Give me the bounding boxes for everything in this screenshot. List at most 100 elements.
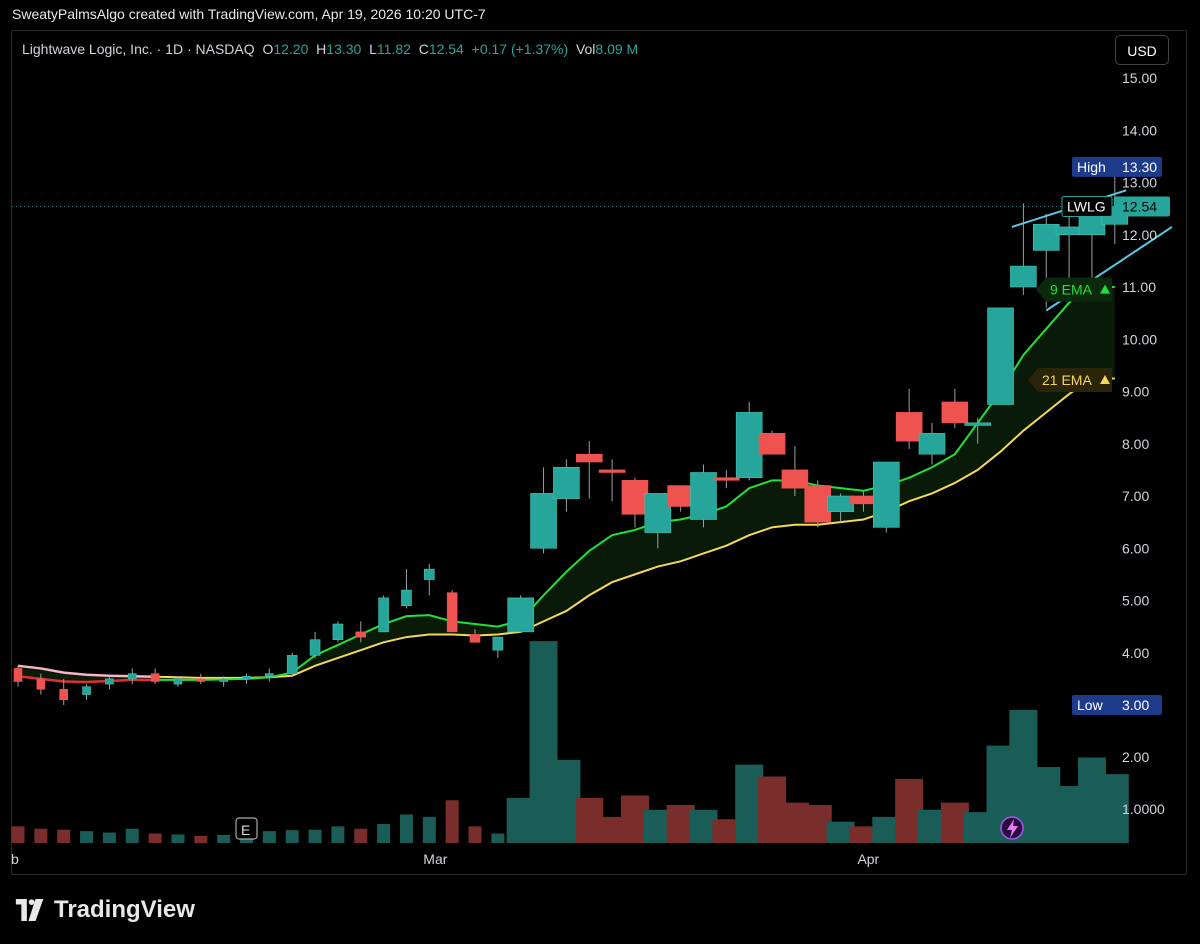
- candle-body: [82, 686, 91, 695]
- y-axis-tick-label: 13.00: [1122, 175, 1157, 191]
- candle-body: [872, 461, 900, 528]
- y-axis-tick-label: 6.00: [1122, 540, 1149, 556]
- candle-body: [196, 678, 206, 682]
- candle-body: [758, 432, 786, 455]
- candle-body: [690, 472, 717, 520]
- candle-body: [850, 495, 877, 505]
- legend-open: 12.20: [273, 41, 309, 57]
- x-axis-label: b: [11, 851, 19, 867]
- candle-body: [667, 485, 694, 507]
- y-axis-tick-label: 7.00: [1122, 488, 1149, 504]
- candle-body: [781, 469, 809, 489]
- chart-legend: Lightwave Logic, Inc. · 1D · NASDAQ O12.…: [22, 41, 638, 57]
- candle-body: [621, 480, 649, 515]
- ema21-line: [155, 377, 1115, 679]
- candle-body: [332, 623, 344, 640]
- candle-body: [446, 592, 458, 633]
- candle-body: [895, 412, 923, 442]
- brand-name: TradingView: [54, 896, 195, 923]
- candle-body: [941, 401, 969, 424]
- y-axis-tick-label: 2.00: [1122, 749, 1149, 765]
- tradingview-logo: TradingView: [14, 896, 195, 924]
- volume-bar: [171, 834, 185, 843]
- candle-body: [553, 466, 580, 499]
- volume-bar: [34, 828, 48, 843]
- ema9-badge-label: 9 EMA: [1050, 282, 1093, 298]
- y-axis-tick-label: 4.00: [1122, 645, 1149, 661]
- candle-body: [13, 668, 23, 682]
- candle-body: [401, 589, 412, 607]
- legend-close: 12.54: [428, 41, 464, 57]
- legend-change: +0.17 (+1.37%): [471, 41, 569, 57]
- candle-body: [242, 675, 251, 680]
- y-axis-tick-label: 8.00: [1122, 436, 1149, 452]
- volume-bar: [11, 826, 25, 843]
- volume-bar: [80, 831, 94, 843]
- candle-body: [150, 673, 160, 682]
- volume-bar: [285, 830, 299, 843]
- x-axis-label: Mar: [423, 851, 447, 867]
- volume-bar: [422, 816, 436, 843]
- volume-bar: [468, 826, 482, 843]
- chart-frame: [11, 30, 1187, 875]
- volume-bar: [354, 828, 368, 843]
- volume-bar: [849, 826, 878, 843]
- candle-body: [1032, 224, 1060, 251]
- candle-body: [987, 307, 1014, 405]
- volume-bar: [1100, 774, 1129, 843]
- volume-bar: [217, 834, 231, 843]
- candle-body: [469, 634, 481, 643]
- volume-bar: [377, 824, 391, 843]
- volume-bar: [102, 832, 116, 843]
- currency-button[interactable]: USD: [1115, 35, 1169, 65]
- y-axis-tick-label: 1.0000: [1122, 801, 1165, 817]
- volume-bar: [308, 829, 322, 843]
- volume-bar: [331, 826, 345, 843]
- candle-body: [575, 453, 603, 463]
- legend-high: 13.30: [326, 41, 362, 57]
- symbol-badge-label: LWLG: [1067, 199, 1106, 215]
- candle-body: [918, 432, 946, 455]
- candle-body: [173, 678, 183, 685]
- earnings-icon: [235, 817, 258, 840]
- candle-body: [827, 495, 854, 512]
- candle-body: [105, 678, 114, 685]
- volume-bar: [194, 835, 208, 843]
- legend-low-label: L: [369, 41, 377, 57]
- up-arrow-icon: [1100, 284, 1110, 294]
- y-axis-tick-label: 15.00: [1122, 70, 1157, 86]
- candle-body: [1055, 226, 1083, 236]
- y-axis-tick-label: 5.00: [1122, 593, 1149, 609]
- volume-bar: [445, 800, 459, 843]
- volume-bar: [826, 821, 855, 843]
- legend-open-label: O: [262, 41, 274, 57]
- candle-body: [127, 673, 137, 680]
- candle-body: [964, 422, 992, 426]
- candle-body: [423, 568, 435, 580]
- volume-bar: [491, 833, 505, 843]
- tradingview-logo-icon: [15, 899, 44, 921]
- low-badge-value: 3.00: [1122, 697, 1149, 713]
- y-axis-tick-label: 10.00: [1122, 331, 1157, 347]
- y-axis-tick-label: 9.00: [1122, 384, 1149, 400]
- volume-bar: [399, 814, 413, 843]
- candle-body: [644, 493, 672, 533]
- legend-low: 11.82: [376, 41, 411, 57]
- legend-high-label: H: [316, 41, 327, 57]
- volume-bar: [148, 833, 162, 843]
- candle-body: [492, 636, 504, 651]
- last-price-badge: [1114, 196, 1170, 217]
- low-badge-label: Low: [1077, 697, 1104, 713]
- chart-caption: SweatyPalmsAlgo created with TradingView…: [12, 6, 486, 22]
- candle-body: [507, 597, 535, 633]
- legend-close-label: C: [418, 41, 429, 57]
- symbol-badge: [1061, 196, 1113, 218]
- legend-volume: 8.09 M: [595, 41, 639, 57]
- candle-body: [59, 689, 69, 701]
- volume-bar: [712, 819, 741, 843]
- candle-body: [598, 469, 626, 473]
- candle-body: [355, 631, 367, 638]
- y-axis-tick-label: 14.00: [1122, 122, 1157, 138]
- ema21-badge: [1028, 368, 1112, 393]
